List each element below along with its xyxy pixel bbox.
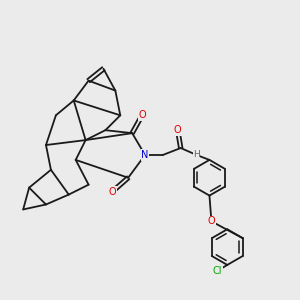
Text: Cl: Cl bbox=[213, 266, 222, 276]
Text: O: O bbox=[208, 216, 215, 226]
Text: N: N bbox=[141, 150, 149, 160]
Text: O: O bbox=[174, 125, 182, 135]
Text: O: O bbox=[109, 187, 116, 196]
Text: O: O bbox=[138, 110, 146, 120]
Text: H: H bbox=[193, 151, 200, 160]
